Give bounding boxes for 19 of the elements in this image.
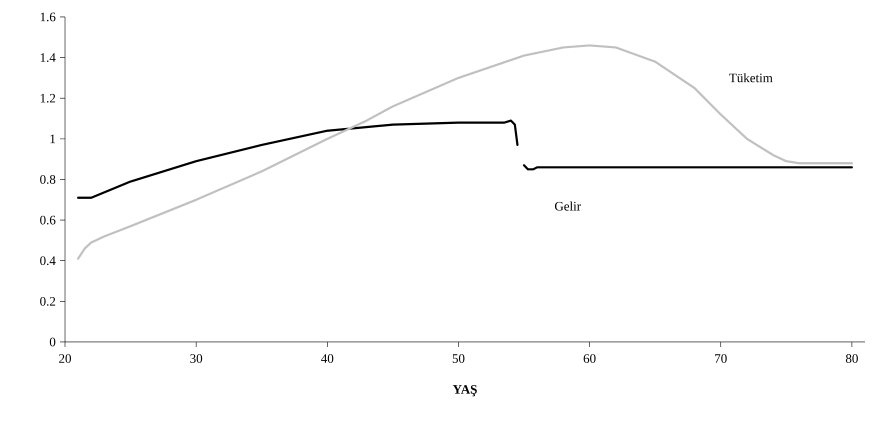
x-tick-label: 30 [190,354,202,363]
x-axis-title: YAŞ [452,385,477,396]
y-tick-label: 1.6 [40,12,56,22]
y-tick-label: 0.2 [40,296,56,306]
y-tick-label: 1.4 [40,53,56,62]
x-tick-label: 20 [59,354,71,363]
y-tick-label: 0.6 [40,216,56,225]
y-tick-label: 0.8 [40,175,56,184]
y-tick-label: 0.4 [40,256,56,266]
y-tick-label: 1 [50,134,56,144]
y-tick-label: 0 [50,338,56,346]
x-tick-label: 50 [452,354,464,363]
text: Gelir [554,201,581,211]
x-tick-label: 70 [715,354,727,363]
x-tick-label: 80 [846,354,858,363]
x-tick-label: 40 [321,354,334,363]
x-tick-label: 60 [584,354,596,363]
text: Tüketim [729,73,773,82]
y-tick-label: 1.2 [40,94,56,103]
